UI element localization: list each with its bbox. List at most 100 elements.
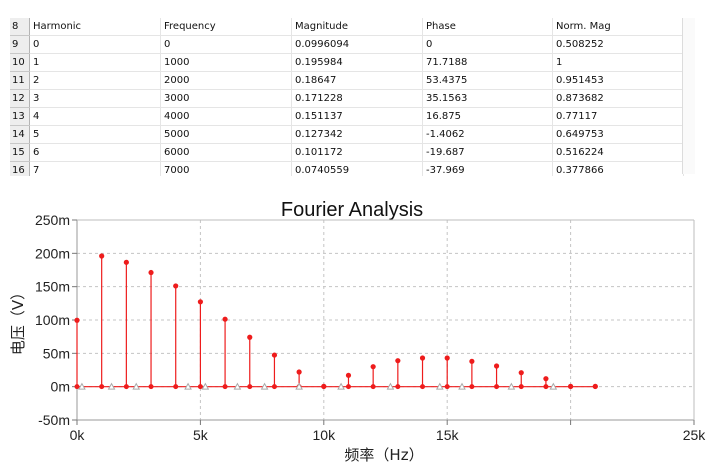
table-cell[interactable]: 5: [29, 125, 161, 144]
row-number[interactable]: 11: [10, 71, 30, 90]
x-tick-label: 5k: [193, 427, 209, 443]
secondary-marker: [337, 382, 345, 390]
x-axis-ticks: 0k 5k 10k 15k 25k: [70, 420, 707, 443]
baseline-marker: [99, 384, 105, 390]
table-cell[interactable]: 0: [160, 35, 292, 54]
table-cell[interactable]: 16.875: [422, 107, 553, 126]
y-tick-label: 250m: [35, 212, 70, 228]
table-cell[interactable]: 0.195984: [291, 53, 423, 72]
row-number[interactable]: 13: [10, 107, 30, 126]
table-cell[interactable]: 0: [29, 35, 161, 54]
table-cell[interactable]: 0.77117: [552, 107, 684, 126]
table-row[interactable]: 12 3 3000 0.171228 35.1563 0.873682: [10, 89, 684, 108]
table-cell[interactable]: 0.0996094: [291, 35, 423, 54]
data-point: [568, 383, 574, 389]
column-header[interactable]: Norm. Mag: [552, 18, 684, 36]
table-cell[interactable]: 35.1563: [422, 89, 553, 108]
x-tick-label: 25k: [683, 427, 707, 443]
table-cell[interactable]: 0.516224: [552, 143, 684, 162]
row-number[interactable]: 10: [10, 53, 30, 72]
secondary-marker: [233, 382, 242, 390]
y-tick-label: -50m: [38, 412, 70, 428]
table-cell[interactable]: 4000: [160, 107, 292, 126]
table-cell[interactable]: 0.951453: [552, 71, 684, 90]
table-cell[interactable]: 0.171228: [291, 89, 423, 108]
table-cell[interactable]: 0.377866: [552, 161, 684, 176]
row-number[interactable]: 9: [10, 35, 30, 54]
row-number[interactable]: 8: [10, 18, 30, 36]
y-axis-label: 电压（V）: [9, 285, 27, 355]
table-cell[interactable]: 0.0740559: [291, 161, 423, 176]
table-cell[interactable]: -19.687: [422, 143, 553, 162]
table-cell[interactable]: 2000: [160, 71, 292, 90]
row-number[interactable]: 16: [10, 161, 30, 176]
x-tick-label: 10k: [313, 427, 337, 443]
y-tick-label: 200m: [35, 245, 70, 261]
table-cell[interactable]: 2: [29, 71, 161, 90]
y-axis-ticks: 250m 200m 150m 100m 50m 0m -50m: [35, 212, 77, 428]
table-cell[interactable]: 0.18647: [291, 71, 423, 90]
table-cell[interactable]: 3000: [160, 89, 292, 108]
secondary-marker: [132, 382, 141, 390]
baseline-marker: [444, 384, 450, 390]
baseline-marker: [370, 384, 376, 390]
table-cell[interactable]: 4: [29, 107, 161, 126]
baseline-marker: [247, 384, 253, 390]
y-tick-label: 100m: [35, 312, 70, 328]
secondary-marker: [458, 382, 466, 390]
x-axis-label: 频率（Hz）: [344, 446, 423, 464]
table-cell[interactable]: 1: [552, 53, 684, 72]
table-cell[interactable]: 0.127342: [291, 125, 423, 144]
data-point: [197, 299, 203, 305]
baseline-marker: [345, 384, 351, 390]
table-cell[interactable]: 3: [29, 89, 161, 108]
table-row[interactable]: 11 2 2000 0.18647 53.4375 0.951453: [10, 71, 684, 90]
table-cell[interactable]: 7000: [160, 161, 292, 176]
table-header-row[interactable]: 8 Harmonic Frequency Magnitude Phase Norm. Ma…: [10, 18, 684, 36]
table-cell[interactable]: 1000: [160, 53, 292, 72]
table-cell[interactable]: 6: [29, 143, 161, 162]
table-row[interactable]: 16 7 7000 0.0740559 -37.969 0.377866: [10, 161, 684, 176]
data-point: [74, 317, 80, 323]
column-header[interactable]: Magnitude: [291, 18, 423, 36]
baseline-marker: [420, 384, 426, 390]
table-cell[interactable]: 5000: [160, 125, 292, 144]
column-header[interactable]: Phase: [422, 18, 553, 36]
table-cell[interactable]: 0: [422, 35, 553, 54]
table-cell[interactable]: 53.4375: [422, 71, 553, 90]
data-point: [469, 358, 475, 364]
table-cell[interactable]: 0.508252: [552, 35, 684, 54]
table-cell[interactable]: 1: [29, 53, 161, 72]
table-cell[interactable]: 71.7188: [422, 53, 553, 72]
table-cell[interactable]: 6000: [160, 143, 292, 162]
row-number[interactable]: 12: [10, 89, 30, 108]
table-cell[interactable]: 0.151137: [291, 107, 423, 126]
baseline-marker: [148, 384, 154, 390]
harmonics-table-container: 8 Harmonic Frequency Magnitude Phase Norm. Ma…: [10, 18, 694, 176]
secondary-marker: [78, 382, 86, 390]
table-vertical-scrollbar[interactable]: [682, 18, 695, 174]
secondary-marker: [295, 382, 303, 390]
secondary-marker: [386, 382, 395, 390]
row-number[interactable]: 15: [10, 143, 30, 162]
data-point: [370, 364, 376, 370]
table-row[interactable]: 13 4 4000 0.151137 16.875 0.77117: [10, 107, 684, 126]
row-number[interactable]: 14: [10, 125, 30, 144]
column-header[interactable]: Harmonic: [29, 18, 161, 36]
table-cell[interactable]: 0.101172: [291, 143, 423, 162]
table-cell[interactable]: -37.969: [422, 161, 553, 176]
table-cell[interactable]: -1.4062: [422, 125, 553, 144]
table-cell[interactable]: 0.649753: [552, 125, 684, 144]
data-point: [222, 316, 228, 322]
table-row[interactable]: 10 1 1000 0.195984 71.7188 1: [10, 53, 684, 72]
table-row[interactable]: 15 6 6000 0.101172 -19.687 0.516224: [10, 143, 684, 162]
secondary-marker: [107, 382, 116, 390]
table-row[interactable]: 14 5 5000 0.127342 -1.4062 0.649753: [10, 125, 684, 144]
data-point: [148, 269, 154, 276]
data-point: [123, 259, 129, 265]
table-row[interactable]: 9 0 0 0.0996094 0 0.508252: [10, 35, 684, 54]
column-header[interactable]: Frequency: [160, 18, 292, 36]
baseline-marker: [222, 384, 228, 390]
table-cell[interactable]: 7: [29, 161, 161, 176]
table-cell[interactable]: 0.873682: [552, 89, 684, 108]
